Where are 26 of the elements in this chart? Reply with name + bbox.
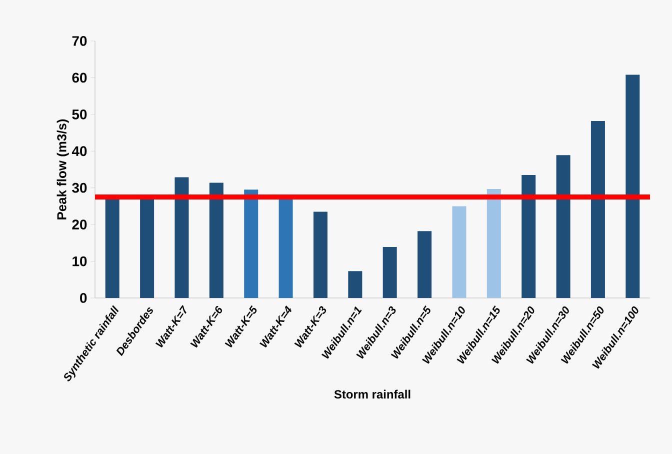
bar: [418, 231, 432, 298]
bar: [590, 121, 605, 298]
bar: [382, 246, 397, 298]
bar: [209, 182, 224, 298]
y-tick-label: 50: [72, 109, 87, 120]
bar: [105, 198, 120, 298]
y-tick-label: 60: [72, 72, 87, 83]
y-tick-label: 70: [72, 36, 87, 46]
y-tick-label: 10: [72, 256, 87, 266]
y-tick-label: 30: [72, 182, 87, 193]
bar: [313, 212, 328, 298]
y-tick-label: 20: [72, 220, 87, 230]
bar: [278, 198, 293, 298]
bar: [174, 177, 189, 298]
y-tick-label: 0: [80, 293, 87, 303]
bar: [244, 190, 258, 298]
bar: [486, 188, 501, 298]
y-tick-label: 40: [72, 146, 87, 156]
bar: [626, 74, 640, 298]
x-axis-title: Storm rainfall: [334, 390, 410, 399]
bar: [452, 206, 466, 298]
bar: [348, 271, 362, 298]
bar: [522, 174, 536, 298]
bar: [556, 155, 570, 298]
y-axis-title: Peak flow (m3/s): [56, 119, 69, 220]
bar: [140, 198, 154, 298]
